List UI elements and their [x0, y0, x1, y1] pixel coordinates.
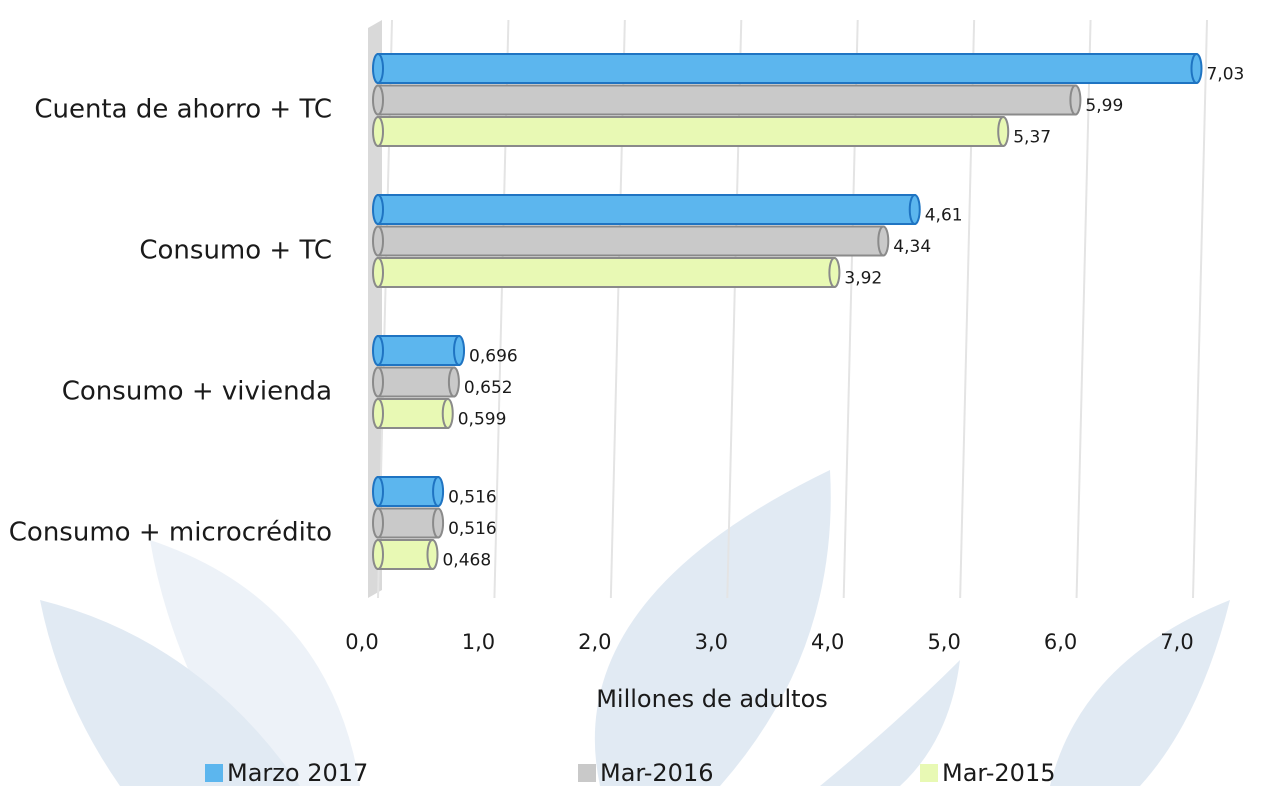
- x-tick-label: 1,0: [462, 630, 495, 654]
- value-label: 0,652: [464, 378, 513, 398]
- bar-cap-end: [441, 398, 454, 429]
- x-tick-label: 5,0: [927, 630, 960, 654]
- bar-cap-start: [372, 507, 384, 539]
- bar: [372, 53, 1203, 84]
- bar-cap-end: [426, 539, 439, 570]
- bar-cap-end: [908, 194, 921, 225]
- bar-cap-end: [828, 257, 841, 288]
- legend-label: Mar-2015: [942, 759, 1055, 786]
- bar-body: [377, 539, 434, 570]
- value-label: 0,599: [458, 410, 507, 430]
- bar-body: [377, 398, 449, 429]
- bar: [372, 335, 466, 366]
- bar-cap-end: [1190, 53, 1203, 84]
- value-label: 3,92: [844, 269, 882, 289]
- bar-body: [377, 194, 916, 225]
- bar-cap-start: [372, 225, 384, 257]
- bar: [372, 398, 454, 429]
- bar-cap-end: [1069, 84, 1082, 116]
- bar-body: [377, 116, 1005, 147]
- value-label: 0,468: [442, 551, 491, 571]
- x-tick-label: 2,0: [578, 630, 611, 654]
- bar-body: [377, 257, 836, 288]
- bar-cap-end: [432, 507, 445, 539]
- value-label: 5,99: [1085, 96, 1123, 116]
- bar-cap-end: [453, 335, 466, 366]
- background-decoration: [40, 470, 1230, 786]
- bar: [372, 366, 460, 398]
- value-label: 7,03: [1206, 65, 1244, 85]
- bar-body: [377, 84, 1077, 116]
- category-label: Consumo + vivienda: [62, 377, 332, 407]
- x-axis-title: Millones de adultos: [596, 685, 828, 713]
- category-label: Consumo + TC: [139, 236, 332, 266]
- category-label: Cuenta de ahorro + TC: [34, 95, 332, 125]
- bar: [372, 507, 445, 539]
- bar-body: [377, 476, 440, 507]
- bar-cap-end: [877, 225, 890, 257]
- bar-cap-start: [372, 398, 384, 429]
- bar: [372, 225, 890, 257]
- bar: [372, 539, 439, 570]
- x-tick-label: 3,0: [695, 630, 728, 654]
- bar-cap-start: [372, 116, 384, 147]
- back-wall: [368, 20, 382, 598]
- bar-cap-start: [372, 539, 384, 570]
- bar-body: [377, 335, 461, 366]
- bar-cap-end: [997, 116, 1010, 147]
- legend-swatch: [578, 764, 596, 782]
- legend-label: Marzo 2017: [227, 759, 368, 786]
- value-label: 0,516: [448, 488, 497, 508]
- bar-body: [377, 225, 885, 257]
- value-label: 4,34: [893, 237, 931, 257]
- grid-line: [1192, 19, 1208, 599]
- bar-body: [377, 507, 440, 539]
- bar: [372, 84, 1082, 116]
- value-label: 0,696: [469, 347, 518, 367]
- value-label: 4,61: [925, 206, 963, 226]
- bar: [372, 257, 841, 288]
- x-tick-label: 0,0: [345, 630, 378, 654]
- bar-cap-start: [372, 194, 384, 225]
- bar: [372, 194, 921, 225]
- category-label: Consumo + microcrédito: [9, 518, 332, 548]
- bar-cap-start: [372, 476, 384, 507]
- legend-swatch: [920, 764, 938, 782]
- bar-body: [377, 53, 1198, 84]
- bar-cap-end: [447, 366, 460, 398]
- bar: [372, 476, 445, 507]
- x-tick-label: 4,0: [811, 630, 844, 654]
- legend-swatch: [205, 764, 223, 782]
- bar-body: [377, 366, 455, 398]
- bar-cap-start: [372, 366, 384, 398]
- grid-line: [1075, 19, 1092, 599]
- bar-cap-start: [372, 84, 384, 116]
- bar: [372, 116, 1010, 147]
- legend-label: Mar-2016: [600, 759, 713, 786]
- value-label: 5,37: [1013, 128, 1051, 148]
- bar-cap-start: [372, 53, 384, 84]
- value-label: 0,516: [448, 519, 497, 539]
- x-tick-label: 7,0: [1160, 630, 1193, 654]
- bar-cap-start: [372, 257, 384, 288]
- x-tick-label: 6,0: [1044, 630, 1077, 654]
- bar-cap-start: [372, 335, 384, 366]
- bar-cap-end: [432, 476, 445, 507]
